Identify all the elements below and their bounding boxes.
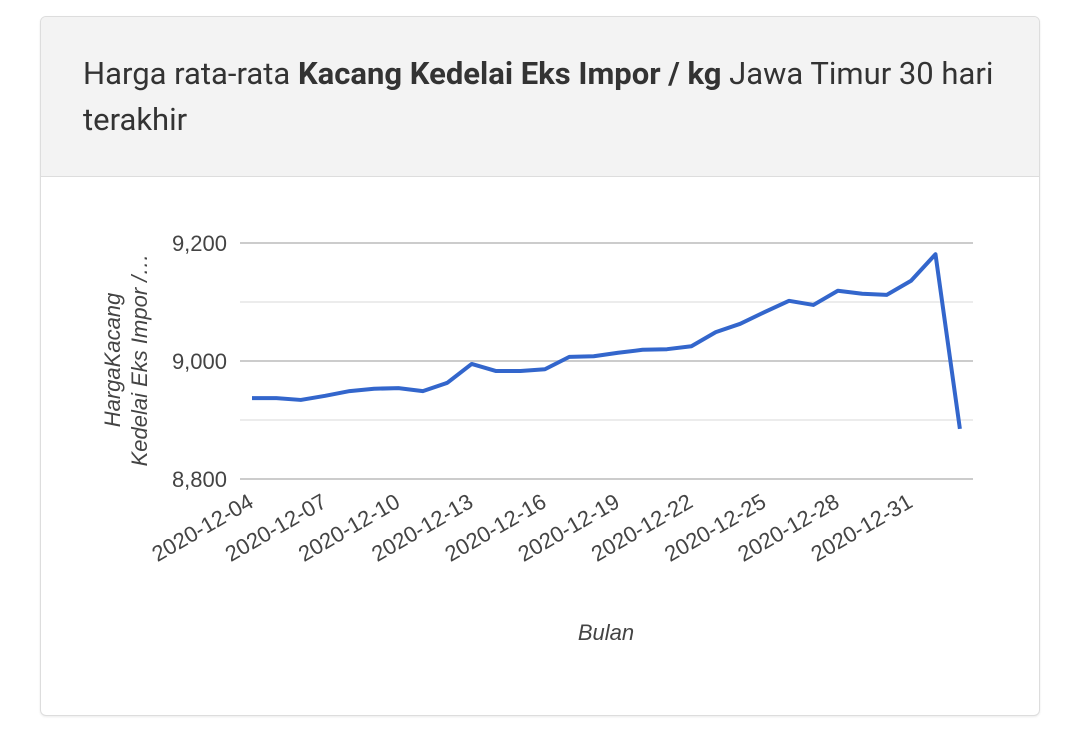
card-header: Harga rata-rata Kacang Kedelai Eks Impor… (41, 17, 1039, 177)
title-text: Jawa Timur 30 hari terakhir (83, 55, 994, 138)
title-text: Harga rata-rata (83, 55, 291, 92)
y-tick-label: 9,200 (172, 231, 227, 256)
data-line (252, 252, 962, 430)
title-bold: Kacang Kedelai Eks Impor / kg (297, 55, 722, 92)
y-axis-title-line: Kedelai Eks Impor /… (127, 254, 152, 467)
chart-card: Harga rata-rata Kacang Kedelai Eks Impor… (40, 16, 1040, 716)
x-axis-title: Bulan (578, 620, 634, 645)
y-tick-label: 8,800 (172, 467, 227, 492)
y-axis-title-line: HargaKacang (100, 292, 125, 427)
y-axis-title: HargaKacangKedelai Eks Impor /… (100, 254, 152, 467)
y-tick-label: 9,000 (172, 349, 227, 374)
